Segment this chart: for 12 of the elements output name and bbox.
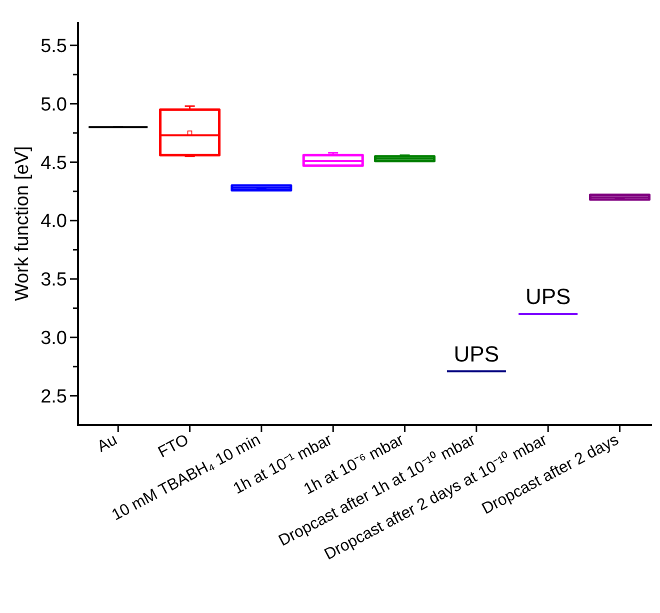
y-tick-label: 4.5	[40, 152, 67, 174]
y-tick-label: 5.0	[40, 94, 67, 116]
y-tick-label: 3.0	[40, 328, 67, 350]
x-tick-label: FTO	[156, 432, 192, 462]
y-axis-title: Work function [eV]	[12, 146, 33, 301]
annotation: UPS	[454, 341, 500, 366]
y-tick-label: 3.5	[40, 270, 67, 291]
annotation: UPS	[525, 284, 571, 310]
y-tick-label: 2.5	[40, 386, 67, 408]
x-tick-label: Au	[94, 432, 120, 456]
y-tick-label: 5.5	[40, 36, 67, 58]
y-tick-label: 4.0	[40, 211, 67, 232]
